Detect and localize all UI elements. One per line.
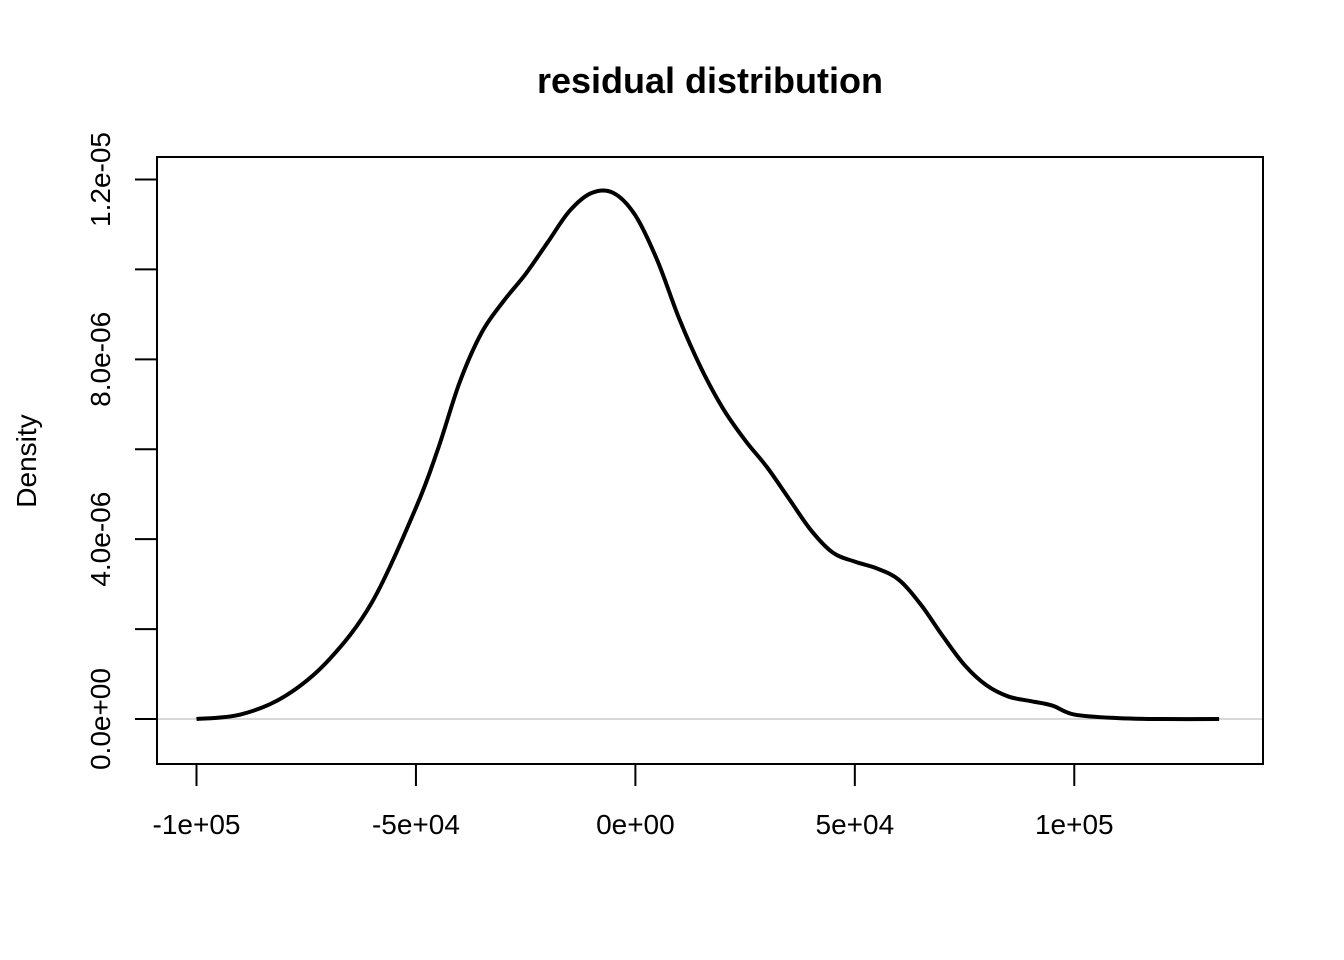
- x-tick-label: 5e+04: [816, 809, 895, 840]
- x-tick-label: -5e+04: [372, 809, 460, 840]
- x-tick-label: 0e+00: [596, 809, 675, 840]
- y-axis: 0.0e+00 4.0e-06 8.0e-06 1.2e-05: [85, 132, 158, 770]
- plot-area-frame: [156, 156, 1264, 765]
- x-axis: -1e+05 -5e+04 0e+00 5e+04 1e+05: [153, 763, 1114, 840]
- x-tick-label: -1e+05: [153, 809, 241, 840]
- y-tick-label: 0.0e+00: [85, 668, 116, 770]
- density-line: [196, 188, 1220, 722]
- y-tick-label: 4.0e-06: [85, 492, 116, 587]
- y-tick-label: 8.0e-06: [85, 312, 116, 407]
- series-layer: [196, 188, 1220, 722]
- chart-title: residual distribution: [537, 60, 883, 101]
- y-tick-label: 1.2e-05: [85, 132, 116, 227]
- x-tick-label: 1e+05: [1035, 809, 1114, 840]
- y-axis-label: Density: [11, 414, 42, 507]
